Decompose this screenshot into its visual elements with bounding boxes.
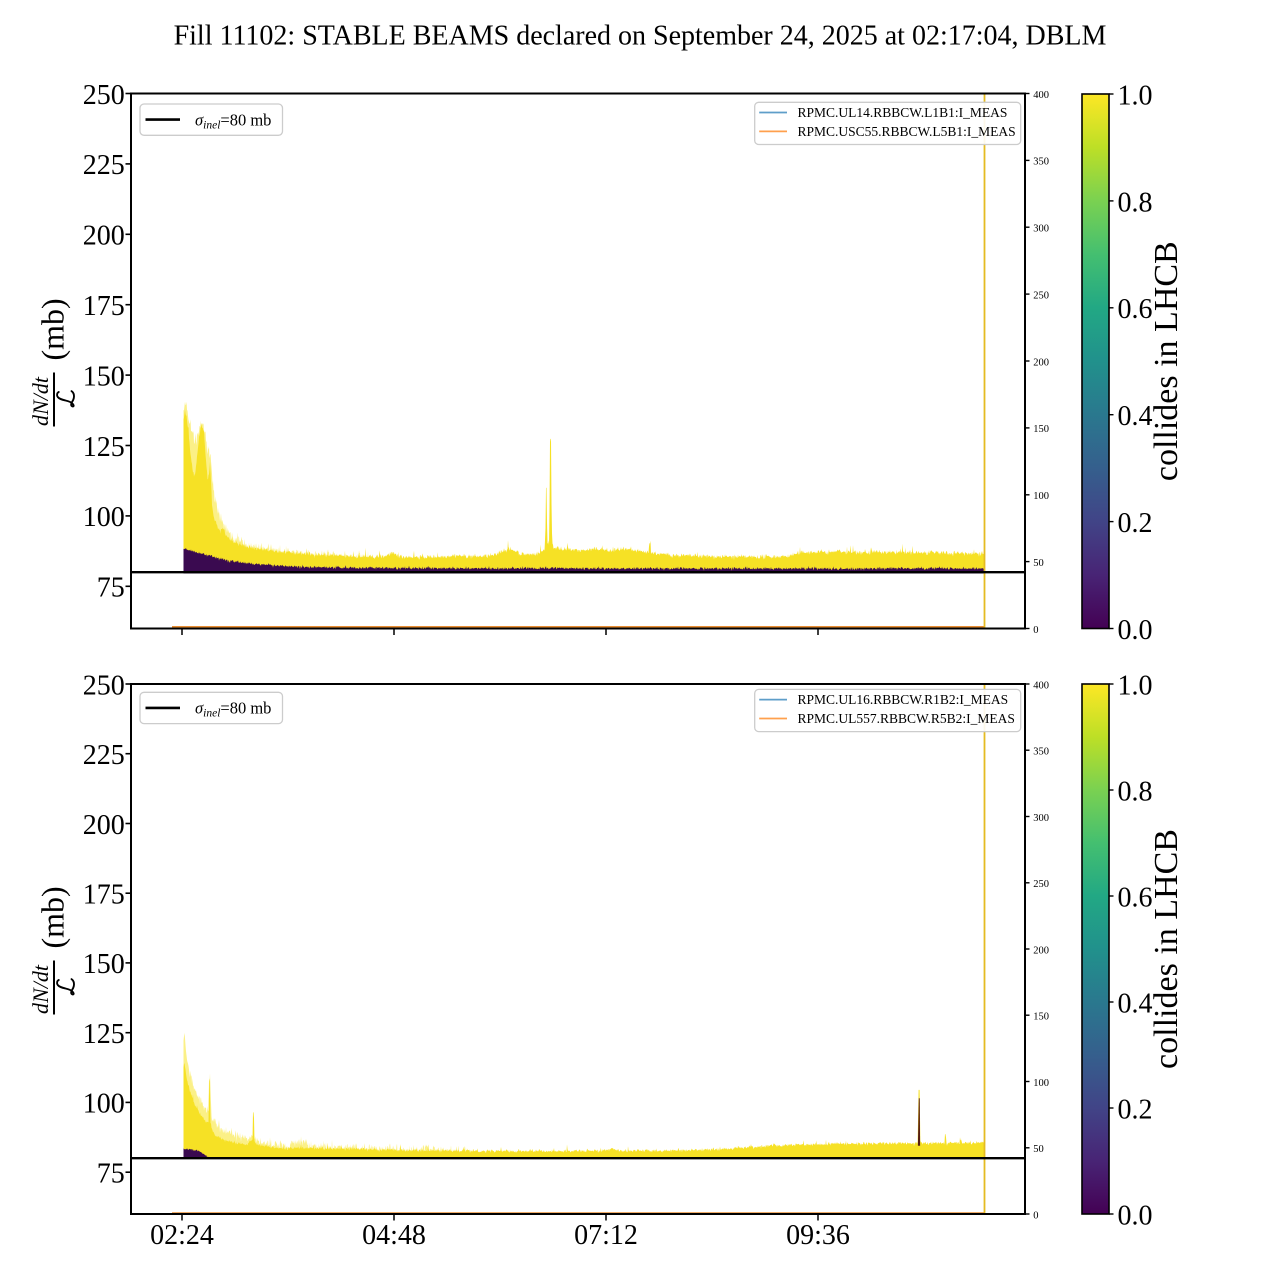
svg-text:250: 250	[83, 670, 125, 701]
svg-text:02:24: 02:24	[150, 1220, 214, 1251]
svg-text:collides in LHCB: collides in LHCB	[1148, 829, 1185, 1069]
svg-text:100: 100	[1033, 491, 1049, 502]
svg-text:RPMC.UL14.RBBCW.L1B1:I_MEAS: RPMC.UL14.RBBCW.L1B1:I_MEAS	[798, 105, 1008, 120]
svg-text:400: 400	[1033, 680, 1049, 691]
svg-text:225: 225	[83, 150, 125, 181]
svg-text:150: 150	[83, 949, 125, 980]
svg-text:300: 300	[1033, 813, 1049, 824]
svg-text:0.0: 0.0	[1118, 1200, 1153, 1231]
svg-text:0: 0	[1033, 1210, 1038, 1221]
svg-text:250: 250	[83, 80, 125, 111]
svg-text:300: 300	[1033, 224, 1049, 235]
svg-text:0.8: 0.8	[1118, 187, 1153, 218]
svg-text:50: 50	[1033, 558, 1044, 569]
svg-text:0.2: 0.2	[1118, 1094, 1153, 1125]
svg-text:200: 200	[83, 221, 125, 252]
svg-text:100: 100	[83, 1089, 125, 1120]
svg-text:Fill 11102: STABLE BEAMS decla: Fill 11102: STABLE BEAMS declared on Sep…	[174, 21, 1107, 52]
svg-text:100: 100	[83, 502, 125, 533]
svg-text:0.6: 0.6	[1118, 294, 1153, 325]
svg-text:75: 75	[97, 1159, 125, 1190]
svg-text:(mb): (mb)	[35, 298, 71, 360]
svg-text:0.2: 0.2	[1118, 508, 1153, 539]
svg-text:200: 200	[1033, 357, 1049, 368]
svg-text:100: 100	[1033, 1078, 1049, 1089]
svg-text:RPMC.UL557.RBBCW.R5B2:I_MEAS: RPMC.UL557.RBBCW.R5B2:I_MEAS	[798, 711, 1015, 726]
svg-text:125: 125	[83, 432, 125, 463]
svg-text:collides in LHCB: collides in LHCB	[1148, 241, 1185, 481]
svg-text:RPMC.USC55.RBBCW.L5B1:I_MEAS: RPMC.USC55.RBBCW.L5B1:I_MEAS	[798, 124, 1016, 139]
svg-text:σinel=80 mb: σinel=80 mb	[195, 699, 271, 720]
svg-text:250: 250	[1033, 879, 1049, 890]
svg-text:350: 350	[1033, 747, 1049, 758]
svg-text:150: 150	[83, 361, 125, 392]
svg-text:09:36: 09:36	[786, 1220, 850, 1251]
svg-text:150: 150	[1033, 1012, 1049, 1023]
svg-text:0.8: 0.8	[1118, 776, 1153, 807]
svg-text:200: 200	[1033, 945, 1049, 956]
svg-text:175: 175	[83, 880, 125, 911]
svg-text:07:12: 07:12	[574, 1220, 638, 1251]
svg-text:200: 200	[83, 810, 125, 841]
svg-text:400: 400	[1033, 90, 1049, 101]
svg-text:RPMC.UL16.RBBCW.R1B2:I_MEAS: RPMC.UL16.RBBCW.R1B2:I_MEAS	[798, 692, 1009, 707]
svg-text:0: 0	[1033, 625, 1038, 636]
svg-text:(mb): (mb)	[35, 886, 71, 948]
svg-text:04:48: 04:48	[362, 1220, 426, 1251]
svg-text:50: 50	[1033, 1144, 1044, 1155]
svg-text:0.6: 0.6	[1118, 882, 1153, 913]
svg-text:175: 175	[83, 291, 125, 322]
svg-text:125: 125	[83, 1019, 125, 1050]
svg-text:75: 75	[97, 573, 125, 604]
svg-text:350: 350	[1033, 157, 1049, 168]
svg-text:0.0: 0.0	[1118, 615, 1153, 646]
svg-text:150: 150	[1033, 424, 1049, 435]
svg-text:σinel=80 mb: σinel=80 mb	[195, 110, 271, 131]
svg-text:1.0: 1.0	[1118, 80, 1153, 111]
svg-text:0.4: 0.4	[1118, 401, 1153, 432]
svg-text:225: 225	[83, 740, 125, 771]
svg-text:0.4: 0.4	[1118, 988, 1153, 1019]
svg-text:250: 250	[1033, 290, 1049, 301]
svg-text:dN/dt: dN/dt	[28, 964, 53, 1014]
svg-text:1.0: 1.0	[1118, 670, 1153, 701]
svg-text:dN/dt: dN/dt	[28, 376, 53, 426]
